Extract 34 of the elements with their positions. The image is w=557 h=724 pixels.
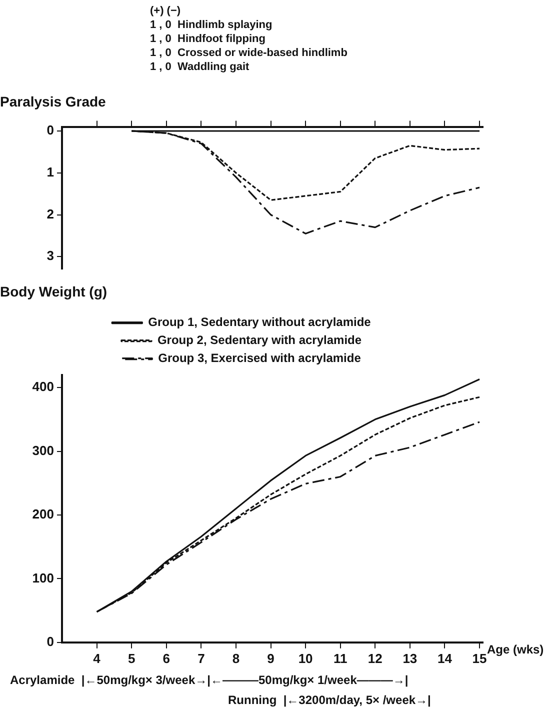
x-tick-label: 9 bbox=[267, 650, 274, 666]
legend-label: Group 2, Sedentary with acrylamide bbox=[157, 333, 362, 348]
x-tick-label: 11 bbox=[333, 650, 348, 666]
y-tick-label: 400 bbox=[32, 379, 54, 394]
x-tick-label: 13 bbox=[402, 650, 418, 666]
text: 1 , 0 Waddling gait bbox=[150, 60, 250, 74]
text: 1 , 0 Crossed or wide-based hindlimb bbox=[150, 46, 348, 60]
x-tick-label: 7 bbox=[198, 650, 205, 666]
text: 1 , 0 Hindlimb splaying bbox=[150, 18, 274, 32]
legend-label: Group 3, Exercised with acrylamide bbox=[158, 351, 362, 366]
x-tick-label: 5 bbox=[128, 650, 136, 666]
x-tick-label: 12 bbox=[368, 650, 382, 666]
x-axis-title: Age (wks) bbox=[487, 642, 544, 657]
legend-label: Group 1, Sedentary without acrylamide bbox=[148, 315, 372, 330]
y-tick-label: 100 bbox=[32, 570, 54, 586]
text: Running |←3200m/day, 5× /week→| bbox=[227, 692, 432, 709]
text: (+) (−) bbox=[150, 4, 182, 18]
y-tick-label: 300 bbox=[32, 442, 54, 458]
x-tick-label: 8 bbox=[232, 650, 240, 666]
y-axis-title: Paralysis Grade bbox=[0, 93, 106, 110]
x-tick-label: 4 bbox=[93, 650, 102, 666]
y-tick-label: 200 bbox=[32, 506, 54, 522]
y-tick-label: 0 bbox=[46, 122, 54, 138]
y-tick-label: 3 bbox=[46, 248, 54, 264]
y-tick-label: 2 bbox=[46, 206, 54, 222]
text: 1 , 0 Hindfoot filpping bbox=[150, 32, 266, 46]
y-axis-title: Body Weight (g) bbox=[0, 283, 108, 300]
y-tick-label: 1 bbox=[46, 164, 54, 180]
x-tick-label: 10 bbox=[298, 650, 313, 666]
x-tick-label: 14 bbox=[437, 650, 453, 666]
x-tick-label: 15 bbox=[472, 650, 487, 666]
x-tick-label: 6 bbox=[162, 650, 170, 666]
y-tick-label: 0 bbox=[46, 634, 54, 649]
text: Acrylamide |←50mg/kg× 3/week→|←———50mg/kg× 1/week———→| bbox=[9, 672, 410, 689]
